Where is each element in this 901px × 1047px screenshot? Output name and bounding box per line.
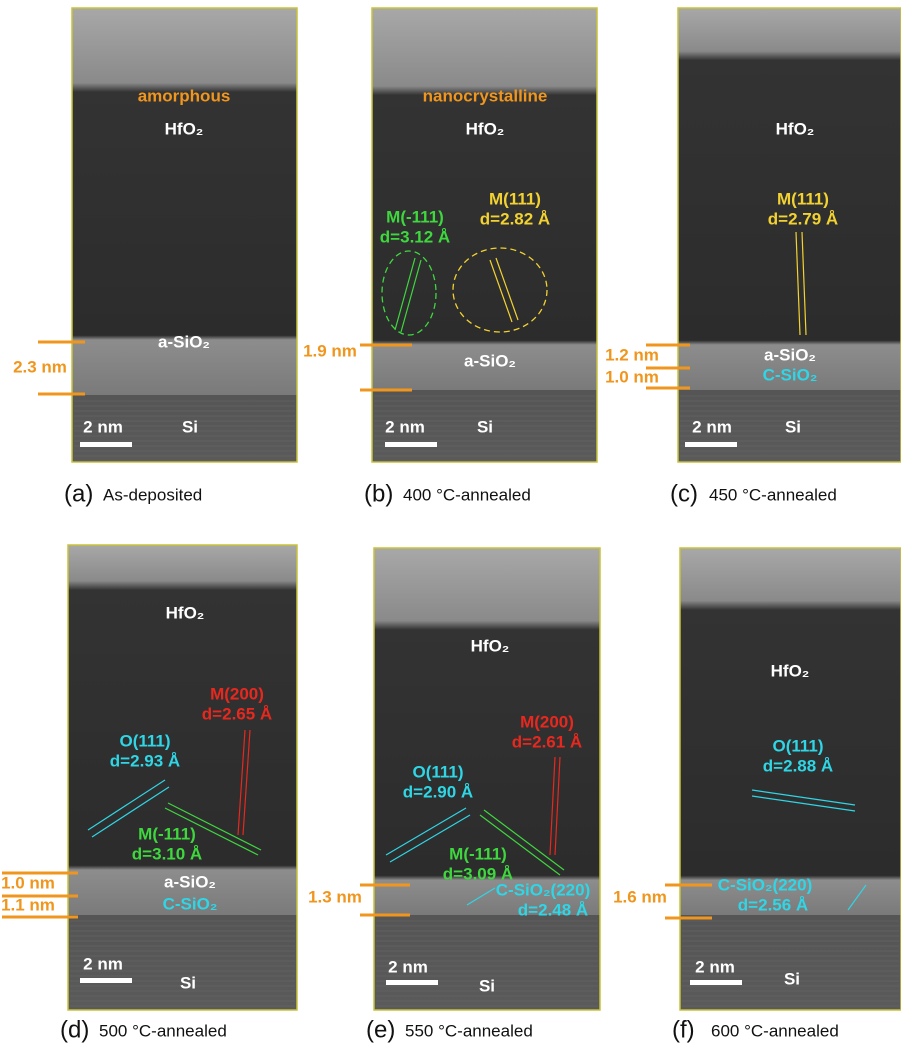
substrate-label: Si: [784, 969, 800, 988]
lattice-annotation: M(111): [489, 189, 541, 208]
top-layer-label: HfO₂: [166, 603, 205, 622]
thickness-label: 2.3 nm: [13, 357, 67, 376]
phase-label: nanocrystalline: [423, 86, 548, 105]
scale-bar: [80, 442, 132, 447]
lattice-annotation: O(111): [772, 736, 823, 755]
lattice-annotation: d=2.93 Å: [110, 751, 180, 770]
lattice-annotation: d=2.90 Å: [403, 782, 473, 801]
lattice-annotation: d=2.61 Å: [512, 732, 582, 751]
caption-label: (f): [672, 1016, 695, 1043]
lattice-annotation: M(111): [777, 189, 829, 208]
scale-bar-label: 2 nm: [83, 417, 123, 436]
thickness-label: 1.2 nm: [605, 345, 659, 364]
tem-panel: nanocrystalline HfO₂ a-SiO₂ Si 2 nm 1.9 nm M(-…: [303, 8, 597, 507]
interface-label: a-SiO₂: [764, 345, 816, 364]
scale-bar-label: 2 nm: [83, 954, 123, 973]
scale-bar: [386, 980, 438, 985]
tem-image: [72, 8, 297, 462]
interface-label: a-SiO₂: [158, 332, 210, 351]
scale-bar-label: 2 nm: [695, 957, 735, 976]
lattice-annotation: M(200): [210, 684, 264, 703]
thickness-label: 1.0 nm: [605, 367, 659, 386]
caption: 500 °C-annealed: [99, 1021, 227, 1040]
caption-label: (a): [64, 480, 93, 507]
caption: 400 °C-annealed: [403, 485, 531, 504]
tem-panel: HfO₂ a-SiO₂ C-SiO₂ Si 2 nm 1.0 nm 1.1 nm M(200)…: [1, 545, 297, 1043]
phase-label: amorphous: [138, 86, 231, 105]
thickness-label: 1.9 nm: [303, 341, 357, 360]
lattice-annotation: M(-111): [386, 207, 444, 226]
lattice-annotation: d=2.56 Å: [738, 895, 808, 914]
lattice-annotation: O(111): [119, 731, 170, 750]
lattice-annotation: d=2.65 Å: [202, 704, 272, 723]
scale-bar-label: 2 nm: [692, 417, 732, 436]
caption-label: (e): [366, 1016, 395, 1043]
lattice-annotation: d=2.82 Å: [480, 209, 550, 228]
lattice-annotation: C-SiO₂(220): [496, 880, 590, 899]
lattice-annotation: d=2.48 Å: [518, 900, 588, 919]
lattice-annotation: M(-111): [138, 824, 196, 843]
tem-panel: HfO₂Si2 nm1.3 nmM(200)d=2.61 ÅO(111)d=2.…: [308, 548, 600, 1043]
figure: amorphous HfO₂ a-SiO₂ Si 2 nm 2.3 nm (a) As-dep…: [0, 0, 901, 1047]
substrate-label: Si: [182, 417, 198, 436]
top-layer-label: HfO₂: [165, 119, 204, 138]
caption-label: (d): [60, 1016, 89, 1043]
caption-label: (c): [670, 480, 698, 507]
lattice-annotation: C-SiO₂(220): [718, 875, 812, 894]
tem-image: [678, 8, 901, 462]
tem-panel: HfO₂ Si 2 nm 1.6 nm O(111)d=2.88 Å C-SiO₂(220…: [613, 548, 901, 1043]
interface-label: a-SiO₂: [164, 872, 216, 891]
scale-bar: [690, 980, 742, 985]
substrate-label: Si: [785, 417, 801, 436]
interface-label: a-SiO₂: [464, 351, 516, 370]
caption: 550 °C-annealed: [405, 1021, 533, 1040]
substrate-label: Si: [477, 417, 493, 436]
lattice-annotation: d=2.79 Å: [768, 209, 838, 228]
thickness-label: 1.6 nm: [613, 887, 667, 906]
top-layer-label: HfO₂: [776, 119, 815, 138]
caption: 600 °C-annealed: [711, 1021, 839, 1040]
scale-bar: [80, 978, 132, 983]
substrate-label: Si: [479, 976, 495, 995]
thickness-label: 1.3 nm: [308, 887, 362, 906]
thickness-label: 1.0 nm: [1, 873, 55, 892]
tem-panel: amorphous HfO₂ a-SiO₂ Si 2 nm 2.3 nm (a) As-dep…: [13, 8, 297, 507]
interface-label: C-SiO₂: [763, 365, 818, 384]
lattice-annotation: d=2.88 Å: [763, 756, 833, 775]
lattice-annotation: M(-111): [449, 844, 507, 863]
thickness-label: 1.1 nm: [1, 895, 55, 914]
scale-bar: [685, 442, 737, 447]
substrate-label: Si: [180, 973, 196, 992]
scale-bar: [385, 442, 437, 447]
lattice-annotation: O(111): [412, 762, 463, 781]
top-layer-label: HfO₂: [471, 636, 510, 655]
caption-label: (b): [364, 480, 393, 507]
caption: As-deposited: [103, 485, 202, 504]
lattice-annotation: d=3.10 Å: [132, 844, 202, 863]
lattice-annotation: d=3.12 Å: [380, 227, 450, 246]
scale-bar-label: 2 nm: [388, 957, 428, 976]
interface-label: C-SiO₂: [163, 894, 218, 913]
scale-bar-label: 2 nm: [385, 417, 425, 436]
top-layer-label: HfO₂: [466, 119, 505, 138]
caption: 450 °C-annealed: [709, 485, 837, 504]
top-layer-label: HfO₂: [771, 661, 810, 680]
lattice-annotation: M(200): [520, 712, 574, 731]
